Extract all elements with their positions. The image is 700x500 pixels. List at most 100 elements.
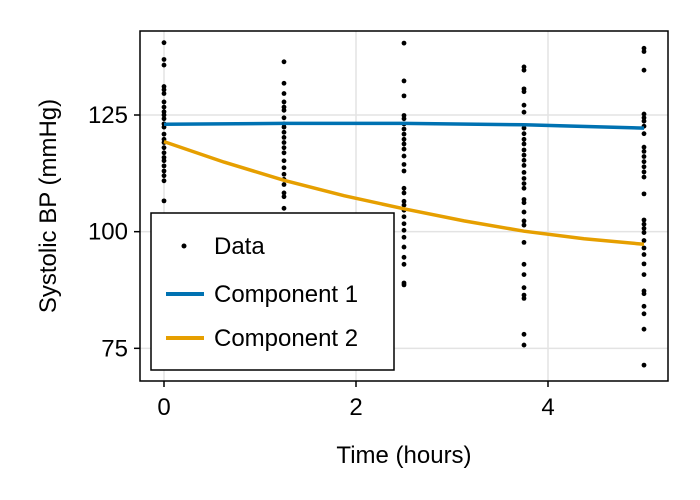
data-point: [281, 135, 287, 140]
data-point: [281, 171, 287, 177]
data-point: [521, 261, 527, 267]
ticks: 0 2 4 75 100 125: [88, 102, 555, 421]
data-point: [641, 191, 647, 197]
data-point: [641, 111, 647, 117]
data-point: [641, 272, 647, 277]
data-point: [401, 254, 407, 260]
data-point: [521, 141, 527, 147]
data-point: [521, 152, 527, 158]
data-point: [521, 200, 527, 206]
data-point: [161, 131, 167, 137]
data-point: [521, 109, 527, 115]
data-point: [521, 102, 527, 108]
data-point: [641, 226, 647, 231]
data-point: [401, 198, 407, 204]
data-point: [401, 78, 407, 84]
data-point: [641, 159, 647, 165]
data-point: [521, 67, 527, 73]
y-tick-label: 100: [88, 219, 128, 246]
data-point: [401, 168, 407, 174]
data-point: [401, 202, 407, 208]
y-axis-label: Systolic BP (mmHg): [35, 99, 62, 313]
data-point: [641, 164, 647, 170]
data-point: [401, 244, 407, 250]
legend-label-data: Data: [214, 233, 265, 260]
data-point: [641, 49, 647, 54]
data-point: [401, 136, 407, 142]
data-point: [401, 93, 407, 99]
data-point: [161, 163, 167, 169]
data-point: [281, 59, 287, 65]
data-point: [401, 185, 407, 191]
data-point: [401, 214, 407, 220]
data-point: [641, 291, 647, 297]
data-point: [401, 116, 407, 122]
data-point: [521, 157, 527, 163]
data-point: [641, 169, 647, 175]
data-point: [521, 89, 527, 95]
data-point: [281, 80, 287, 86]
data-point: [521, 296, 527, 301]
y-tick-label: 125: [88, 102, 128, 129]
data-point: [401, 227, 407, 233]
data-point: [161, 116, 167, 122]
legend-label-component-1: Component 1: [214, 281, 358, 308]
data-point: [161, 145, 167, 151]
data-point: [161, 150, 167, 156]
data-point: [281, 165, 287, 171]
data-point: [641, 221, 647, 227]
data-point: [281, 129, 287, 135]
data-point: [521, 181, 527, 187]
data-point: [641, 261, 647, 267]
data-point: [281, 140, 287, 145]
data-point: [521, 185, 527, 191]
data-point: [281, 158, 287, 164]
data-point: [521, 285, 527, 291]
data-point: [161, 40, 167, 46]
data-point: [281, 107, 287, 113]
data-point: [641, 149, 647, 154]
data-point: [401, 282, 407, 288]
data-point: [281, 99, 287, 105]
data-point: [521, 331, 527, 337]
series-layer: [161, 40, 647, 368]
component-2-line: [163, 139, 645, 247]
data-point: [641, 238, 647, 243]
data-point: [281, 205, 287, 211]
data-point: [521, 170, 527, 175]
data-point: [641, 245, 647, 251]
data-point: [521, 125, 527, 131]
data-point: [161, 91, 167, 96]
data-point: [161, 158, 167, 164]
data-point: [401, 126, 407, 132]
data-point: [641, 67, 647, 73]
data-point: [641, 131, 647, 137]
legend-marker-data: [181, 243, 187, 249]
data-point: [161, 168, 167, 174]
data-point: [521, 240, 527, 245]
data-point: [281, 91, 287, 96]
data-point: [401, 141, 407, 147]
legend-box: [150, 212, 395, 371]
data-point: [641, 303, 647, 309]
y-tick-label: 75: [101, 335, 128, 362]
data-point: [521, 218, 527, 224]
data-point: [401, 190, 407, 196]
data-point: [641, 154, 647, 159]
data-point: [641, 144, 647, 150]
x-tick-label: 4: [541, 394, 554, 421]
data-point: [521, 272, 527, 277]
data-point: [281, 194, 287, 200]
data-point: [161, 198, 167, 204]
data-point: [401, 234, 407, 240]
data-point: [401, 146, 407, 152]
legend-label-component-2: Component 2: [214, 325, 358, 352]
x-tick-label: 0: [157, 394, 170, 421]
data-point: [401, 153, 407, 159]
data-point: [641, 174, 647, 180]
data-point: [401, 131, 407, 137]
data-point: [521, 147, 527, 153]
data-point: [161, 57, 167, 62]
data-point: [281, 124, 287, 130]
component-1-line: [163, 121, 645, 130]
